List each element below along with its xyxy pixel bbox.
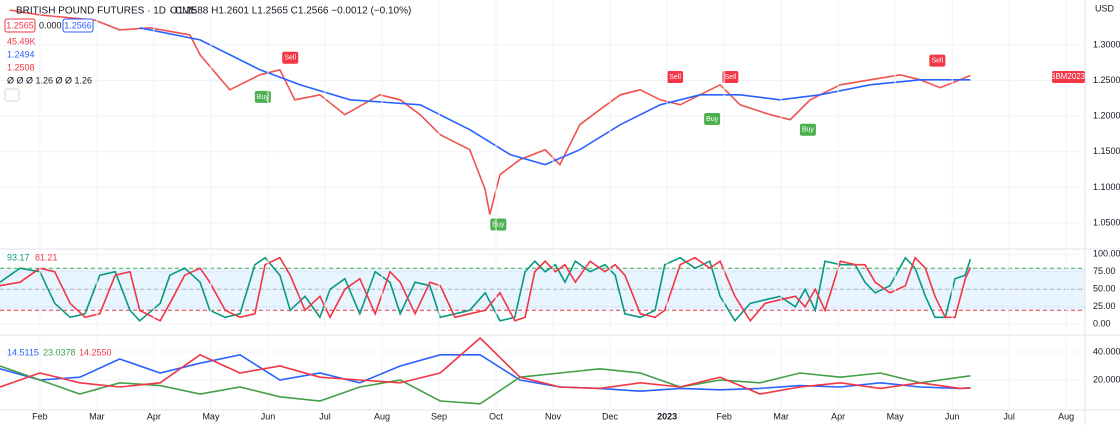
legend-value: 23.0378: [43, 347, 76, 357]
legend-value: 14.2550: [79, 347, 112, 357]
x-tick-label: Jul: [1003, 411, 1015, 421]
legend-value: 93.17: [7, 252, 30, 262]
currency: USD: [1095, 3, 1115, 13]
y-tick-label: 50.00: [1093, 284, 1116, 294]
y-tick-label: 75.00: [1093, 266, 1116, 276]
ohlc: O1.2588 H1.2601 L1.2565 C1.2566 −0.0012 …: [170, 6, 411, 17]
x-tick-label: Mar: [773, 411, 789, 421]
legend-value: 81.21: [35, 252, 58, 262]
symbol-title: BRITISH POUND FUTURES · 1D · CME: [16, 6, 197, 17]
ask-box[interactable]: [62, 18, 94, 33]
x-tick-label: Oct: [489, 411, 504, 421]
series-line: [0, 256, 972, 323]
x-tick-label: Mar: [89, 411, 105, 421]
signal-label: Sell: [284, 55, 296, 62]
y-tick-label: 1.1500: [1093, 146, 1120, 156]
x-tick-label: Feb: [716, 411, 732, 421]
x-tick-label: Jun: [261, 411, 276, 421]
trend-legend: 1.2508: [7, 62, 35, 72]
signal-marker: [929, 54, 946, 67]
x-tick-label: 2023: [657, 411, 677, 421]
collapse-button[interactable]: [4, 88, 20, 102]
signal-label: Buy: [706, 116, 719, 123]
signal-marker: [490, 218, 507, 231]
signal-label: Sell: [725, 74, 737, 81]
x-tick-label: Aug: [374, 411, 390, 421]
y-tick-label: 1.0500: [1093, 217, 1120, 227]
x-tick-label: Nov: [545, 411, 562, 421]
y-tick-label: 25.00: [1093, 301, 1116, 311]
series-line: [9, 9, 971, 215]
x-tick-label: Feb: [32, 411, 48, 421]
signal-label: Sell: [931, 57, 943, 64]
symbol-tag-box: [1052, 71, 1085, 83]
volume-legend: 45.49K: [7, 36, 36, 46]
signal-marker: [799, 123, 816, 136]
spread: 0.0001: [39, 20, 67, 30]
y-tick-label: 1.2500: [1093, 75, 1120, 85]
x-tick-label: May: [887, 411, 905, 421]
bid[interactable]: 1.2565: [6, 20, 34, 30]
signal-label: Sell: [669, 74, 681, 81]
y-tick-label: 1.2000: [1093, 111, 1120, 121]
x-tick-label: Jun: [945, 411, 960, 421]
x-tick-label: Apr: [147, 411, 161, 421]
x-tick-label: Dec: [602, 411, 619, 421]
y-tick-label: 1.1000: [1093, 182, 1120, 192]
ma-legend: 1.2494: [7, 49, 35, 59]
bid-box[interactable]: [4, 18, 36, 33]
y-tick-label: 100.00: [1093, 249, 1120, 259]
x-tick-label: May: [202, 411, 220, 421]
x-tick-label: Apr: [831, 411, 845, 421]
legend-value: 14.5115: [7, 347, 39, 357]
signal-label: Buy: [802, 127, 815, 134]
ask[interactable]: 1.2566: [64, 20, 92, 30]
signal-marker: [722, 70, 739, 83]
signal-label: Buy: [257, 94, 270, 101]
signal-marker: [704, 113, 721, 126]
y-tick-label: 1.3000: [1093, 39, 1120, 49]
x-tick-label: Aug: [1058, 411, 1074, 421]
symbol-tag: 6BM2023: [1051, 72, 1086, 81]
signal-marker: [667, 70, 684, 83]
x-tick-label: Jul: [319, 411, 331, 421]
signal-marker: [254, 90, 271, 103]
y-tick-label: 0.00: [1093, 319, 1111, 329]
series-line: [0, 336, 971, 395]
signal-label: Buy: [492, 221, 505, 228]
y-tick-label: 20.0000: [1093, 374, 1120, 384]
series-line: [139, 27, 971, 166]
series-line: [0, 353, 971, 393]
signals-legend: Ø Ø Ø 1.26 Ø Ø 1.26: [7, 75, 92, 85]
x-tick-label: Sep: [431, 411, 447, 421]
signal-marker: [282, 51, 299, 64]
y-tick-label: 40.0000: [1093, 346, 1120, 356]
series-line: [0, 365, 971, 405]
